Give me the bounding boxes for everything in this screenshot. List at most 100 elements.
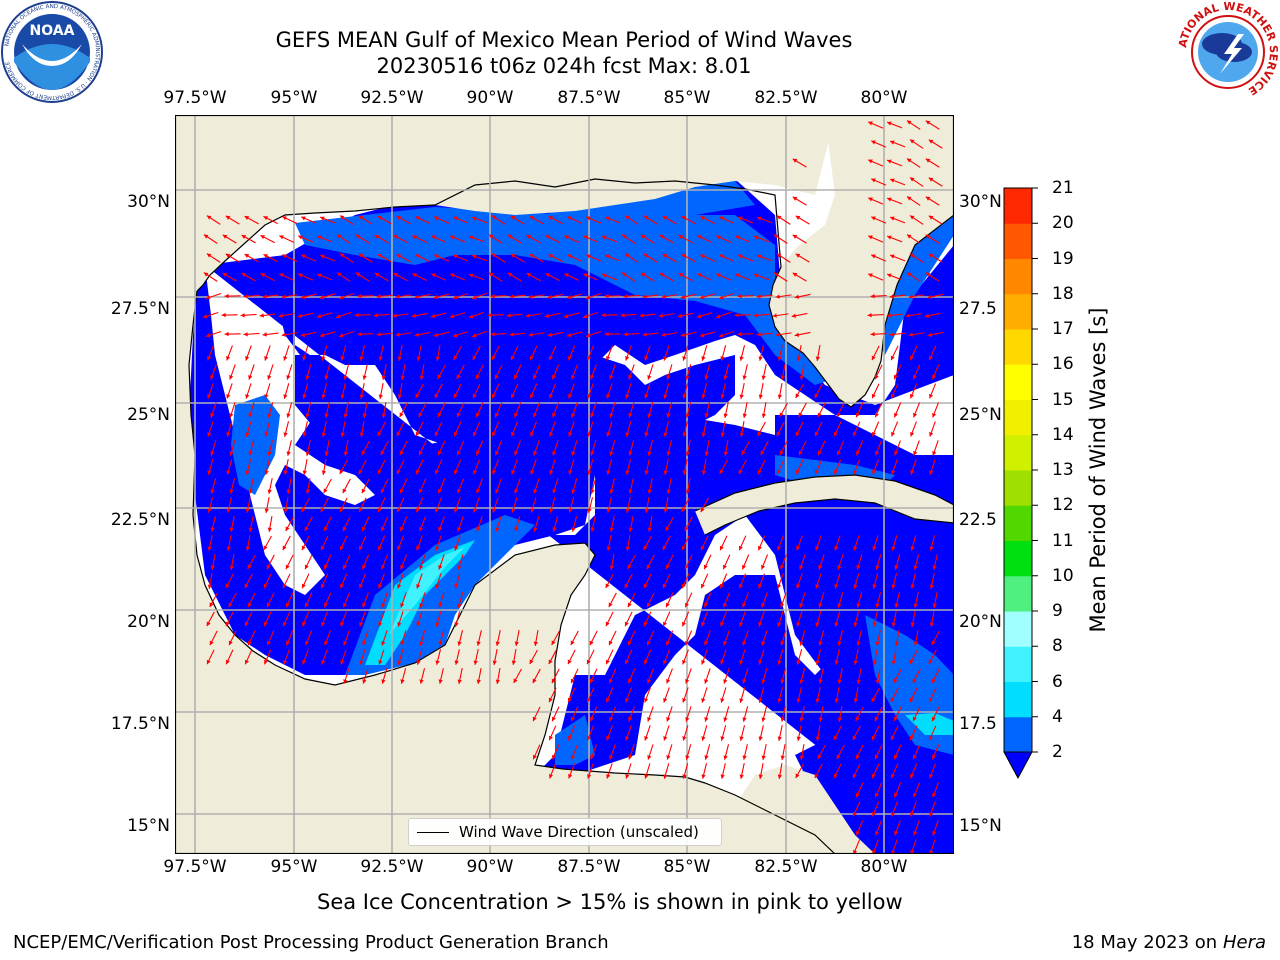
- direction-arrow: [513, 668, 522, 684]
- direction-arrow: [286, 440, 292, 456]
- direction-arrow: [775, 294, 792, 299]
- direction-arrow: [644, 421, 651, 437]
- direction-arrow: [419, 554, 426, 570]
- direction-arrow: [738, 535, 747, 551]
- direction-arrow: [891, 459, 898, 475]
- direction-arrow: [437, 478, 446, 494]
- direction-arrow: [928, 139, 943, 149]
- direction-arrow: [586, 254, 602, 262]
- direction-arrow: [780, 630, 787, 646]
- colorbar-bin: [1004, 470, 1032, 506]
- colorbar-tick-label: 18: [1052, 283, 1074, 304]
- direction-arrow: [228, 630, 237, 646]
- direction-arrow: [893, 364, 902, 380]
- direction-arrow: [855, 744, 864, 760]
- direction-arrow: [267, 402, 274, 418]
- direction-arrow: [359, 421, 365, 437]
- direction-arrow: [912, 364, 921, 380]
- direction-arrow: [207, 345, 215, 361]
- direction-arrow: [929, 459, 936, 475]
- direction-arrow: [875, 554, 882, 570]
- direction-arrow: [910, 459, 917, 475]
- direction-arrow: [906, 120, 921, 130]
- title-line-1: GEFS MEAN Gulf of Mexico Mean Period of …: [275, 28, 853, 52]
- direction-arrow: [454, 535, 461, 551]
- direction-arrow: [741, 554, 750, 570]
- sea-ice-note: Sea Ice Concentration > 15% is shown in …: [317, 890, 903, 914]
- direction-arrow: [587, 459, 594, 475]
- direction-arrow: [913, 402, 921, 418]
- direction-arrow: [532, 364, 541, 380]
- direction-arrow: [792, 196, 807, 206]
- colorbar-bin: [1004, 716, 1032, 753]
- direction-arrow: [647, 402, 654, 418]
- direction-arrow: [925, 158, 940, 168]
- direction-arrow: [222, 272, 237, 282]
- lon-label-bottom: 92.5°W: [360, 857, 424, 877]
- direction-arrow: [301, 573, 310, 589]
- direction-arrow: [722, 554, 731, 570]
- lat-label-right: 17.5: [959, 714, 997, 734]
- direction-arrow: [302, 649, 309, 665]
- direction-arrow: [777, 383, 783, 399]
- direction-arrow: [643, 611, 652, 627]
- direction-arrow: [320, 573, 329, 589]
- direction-arrow: [889, 178, 906, 186]
- direction-arrow: [210, 478, 217, 494]
- direction-arrow: [699, 293, 716, 300]
- direction-arrow: [570, 630, 579, 646]
- direction-arrow: [704, 744, 711, 760]
- direction-arrow: [718, 292, 735, 300]
- direction-arrow: [889, 140, 906, 148]
- field-region-17: [389, 547, 465, 635]
- direction-arrow: [661, 332, 678, 337]
- direction-arrow: [342, 478, 351, 494]
- direction-arrow: [776, 459, 785, 475]
- direction-arrow: [568, 497, 575, 513]
- direction-arrow: [476, 668, 482, 684]
- direction-arrow: [814, 763, 823, 779]
- direction-arrow: [682, 649, 689, 665]
- direction-arrow: [590, 478, 597, 494]
- lon-label-bottom: 80°W: [860, 857, 908, 877]
- direction-arrow: [228, 592, 237, 608]
- direction-arrow: [627, 554, 636, 570]
- colorbar-under-extension: [1003, 751, 1033, 780]
- direction-arrow: [415, 421, 424, 437]
- direction-arrow: [909, 725, 918, 741]
- direction-arrow: [720, 383, 726, 399]
- direction-arrow: [874, 364, 883, 380]
- direction-arrow: [753, 235, 770, 243]
- direction-arrow: [533, 478, 540, 494]
- direction-arrow: [685, 478, 691, 494]
- title-line-2: 20230516 t06z 024h fcst Max: 8.01: [376, 54, 752, 78]
- direction-arrow: [625, 497, 631, 513]
- legend-label: Wind Wave Direction (unscaled): [459, 823, 699, 841]
- direction-arrow: [456, 402, 465, 418]
- direction-arrow: [609, 478, 616, 494]
- field-region-1: [189, 265, 735, 675]
- direction-arrow: [568, 421, 575, 437]
- colorbar-bin: [1004, 364, 1032, 400]
- direction-arrow: [590, 440, 597, 456]
- direction-arrow: [875, 592, 882, 608]
- direction-arrow: [286, 478, 292, 494]
- direction-arrow: [468, 273, 485, 281]
- direction-arrow: [207, 535, 213, 551]
- direction-arrow: [758, 649, 765, 665]
- direction-arrow: [248, 516, 254, 532]
- direction-arrow: [209, 630, 218, 646]
- direction-arrow: [928, 649, 937, 665]
- direction-arrow: [532, 744, 541, 760]
- direction-arrow: [794, 293, 811, 299]
- direction-arrow: [492, 649, 498, 665]
- direction-arrow: [913, 820, 920, 836]
- direction-arrow: [267, 440, 274, 456]
- direction-arrow: [278, 313, 295, 318]
- direction-arrow: [431, 273, 447, 281]
- direction-arrow: [282, 254, 298, 262]
- direction-arrow: [929, 573, 935, 589]
- direction-arrow: [358, 459, 367, 475]
- direction-arrow: [319, 331, 336, 338]
- direction-arrow: [392, 313, 409, 318]
